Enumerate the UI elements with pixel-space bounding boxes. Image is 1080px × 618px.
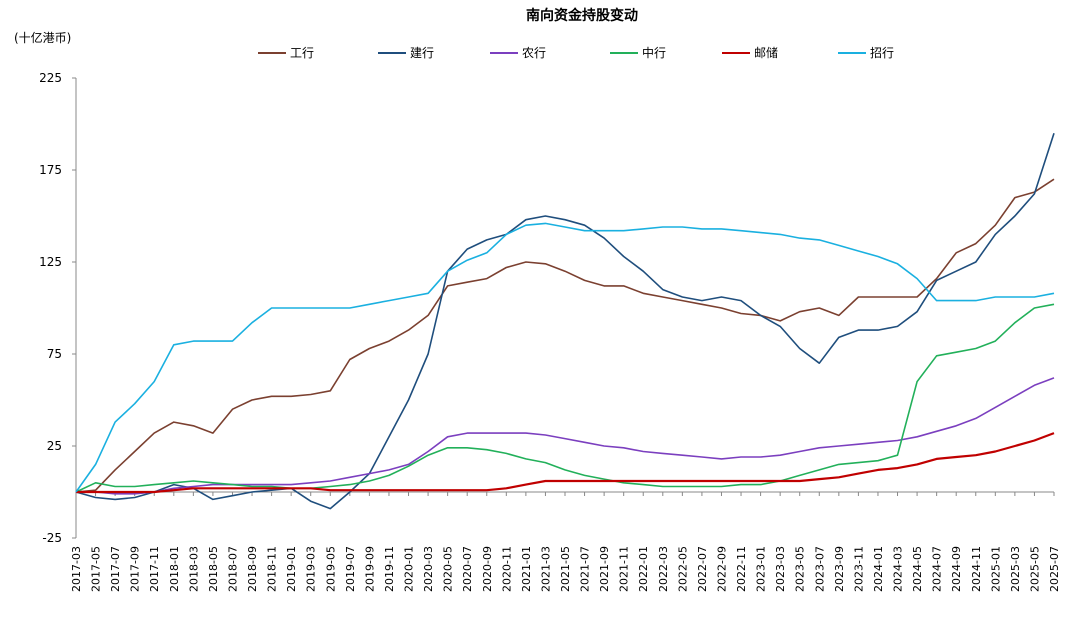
x-tick-label: 2017-07 <box>109 546 122 592</box>
x-tick-label: 2023-03 <box>774 546 787 592</box>
x-tick-label: 2023-07 <box>813 546 826 592</box>
x-tick-label: 2018-01 <box>168 546 181 592</box>
x-axis: 2017-03 2017-05 2017-07 2017-09 2017-11 2018-… <box>70 491 1061 592</box>
series-line-3 <box>76 377 1055 495</box>
x-tick-label: 2025-03 <box>1009 546 1022 592</box>
x-tick-label: 2020-05 <box>442 546 455 592</box>
series-line-6 <box>75 222 1055 493</box>
x-tick-label: 2023-01 <box>755 546 768 592</box>
legend-label: 招行 <box>870 46 894 60</box>
x-tick-label: 2017-05 <box>90 546 103 592</box>
legend-label: 中行 <box>642 45 666 60</box>
x-tick-label: 2019-05 <box>324 546 337 592</box>
legend-label: 建行 <box>410 46 434 60</box>
x-tick-label: 2018-03 <box>187 546 200 592</box>
x-tick-label: 2020-09 <box>481 546 494 592</box>
x-tick-label: 2024-03 <box>892 546 905 592</box>
x-tick-label: 2018-11 <box>266 546 279 592</box>
x-tick-label: 2020-11 <box>500 546 513 592</box>
series-lines <box>75 132 1055 510</box>
y-tick-label: 25 <box>47 439 62 453</box>
x-tick-label: 2018-05 <box>207 546 220 592</box>
x-tick-label: 2018-09 <box>246 546 259 592</box>
x-tick-label: 2019-11 <box>383 546 396 592</box>
x-tick-label: 2024-09 <box>950 546 963 592</box>
x-tick-label: 2020-03 <box>422 546 435 592</box>
x-tick-label: 2017-11 <box>148 546 161 592</box>
x-tick-label: 2025-07 <box>1048 546 1061 592</box>
legend-item-1: 工行 <box>258 46 314 60</box>
x-tick-label: 2021-07 <box>579 546 592 592</box>
x-tick-label: 2022-09 <box>715 546 728 592</box>
x-tick-label: 2022-05 <box>676 546 689 592</box>
x-tick-label: 2024-11 <box>970 546 983 592</box>
x-tick-label: 2023-09 <box>833 546 846 592</box>
x-tick-label: 2025-05 <box>1028 546 1041 592</box>
y-tick-label: 175 <box>39 163 62 177</box>
x-tick-label: 2020-01 <box>403 546 416 592</box>
x-tick-label: 2024-07 <box>931 546 944 592</box>
x-tick-label: 2017-09 <box>129 546 142 592</box>
x-tick-label: 2023-11 <box>852 546 865 592</box>
legend-label: 农行 <box>522 46 546 60</box>
y-tick-label: 75 <box>47 347 62 361</box>
x-tick-label: 2024-01 <box>872 546 885 592</box>
x-tick-label: 2020-07 <box>461 546 474 592</box>
x-tick-label: 2024-05 <box>911 546 924 592</box>
x-tick-label: 2017-03 <box>70 546 83 592</box>
y-tick-label: 225 <box>39 71 62 85</box>
chart-title: 南向资金持股变动 <box>526 7 638 24</box>
legend-item-2: 建行 <box>378 46 434 60</box>
series-line-5 <box>76 432 1055 494</box>
y-tick-label: 125 <box>39 255 62 269</box>
legend-item-5: 邮储 <box>722 45 778 60</box>
series-line-4 <box>75 303 1055 493</box>
x-tick-label: 2019-03 <box>305 546 318 592</box>
legend-item-3: 农行 <box>490 46 546 60</box>
legend-label: 邮储 <box>754 45 778 60</box>
x-tick-label: 2022-11 <box>735 546 748 592</box>
x-tick-label: 2019-07 <box>344 546 357 592</box>
x-tick-label: 2022-07 <box>696 546 709 592</box>
x-tick-label: 2019-09 <box>363 546 376 592</box>
series-line-2 <box>75 132 1055 510</box>
legend: 工行 建行 农行 中行 邮储 招行 <box>258 45 894 60</box>
x-tick-label: 2021-03 <box>539 546 552 592</box>
x-tick-label: 2019-01 <box>285 546 298 592</box>
x-tick-label: 2022-01 <box>637 546 650 592</box>
x-tick-label: 2021-09 <box>598 546 611 592</box>
legend-label: 工行 <box>290 46 314 60</box>
x-tick-label: 2022-03 <box>657 546 670 592</box>
x-tick-label: 2021-05 <box>559 546 572 592</box>
x-tick-label: 2025-01 <box>989 546 1002 592</box>
x-tick-label: 2018-07 <box>226 546 239 592</box>
legend-item-4: 中行 <box>610 45 666 60</box>
y-tick-label: -25 <box>42 531 62 545</box>
x-tick-label: 2021-01 <box>520 546 533 592</box>
legend-item-6: 招行 <box>838 46 894 60</box>
x-tick-label: 2021-11 <box>618 546 631 592</box>
y-axis-unit-label: (十亿港币) <box>14 30 71 45</box>
x-tick-label: 2023-05 <box>794 546 807 592</box>
y-axis: -25 25 75 125 175 225 <box>39 71 77 545</box>
series-line-1 <box>75 178 1055 493</box>
